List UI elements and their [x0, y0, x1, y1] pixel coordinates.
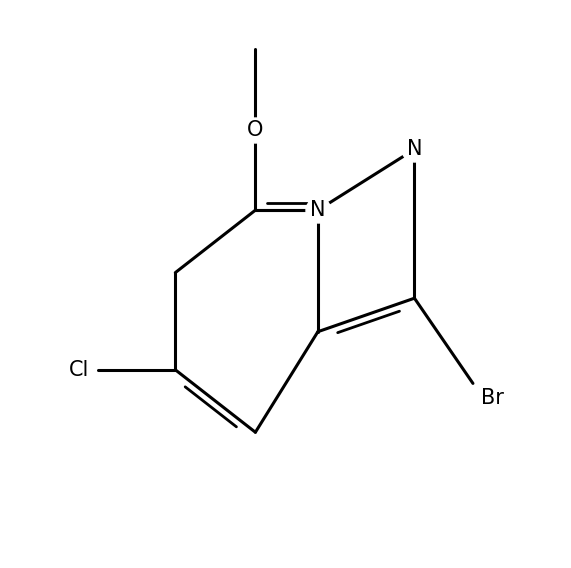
Text: Methoxy: Methoxy [211, 39, 300, 59]
Text: O: O [247, 119, 264, 140]
Text: N: N [407, 139, 422, 160]
Text: Br: Br [481, 387, 504, 408]
Text: N: N [310, 200, 325, 220]
Text: Cl: Cl [69, 360, 90, 380]
